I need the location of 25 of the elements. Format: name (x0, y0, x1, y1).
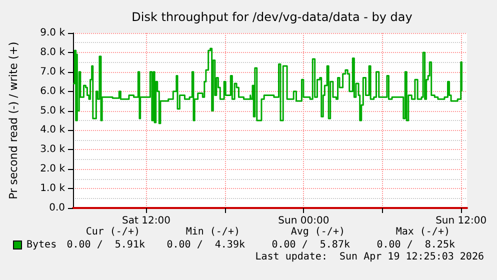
y-axis-title: Pr second read (-) / write (+) (7, 42, 20, 200)
x-tick-label: Sun 00:00 (278, 216, 330, 226)
x-tick-label: Sat 12:00 (122, 216, 170, 226)
y-tick-label: 3.0 k (40, 144, 66, 156)
text: Min (-/+) (186, 226, 240, 238)
text: 0.00 / 4.39k (166, 240, 245, 250)
y-tick-label: 7.0 k (40, 66, 66, 78)
y-tick-label: 8.0 k (40, 46, 66, 58)
text: Cur (-/+) (86, 226, 140, 238)
y-tick-label: 1.0 k (40, 183, 66, 194)
legend-label: Bytes (26, 240, 57, 250)
y-tick-label: 6.0 k (40, 86, 66, 97)
y-tick-label: 4.0 k (40, 124, 66, 136)
text: Max (-/+) (396, 226, 450, 238)
text: 0.00 / 5.87k (272, 240, 350, 250)
text: Last update: Sun Apr 19 12:25:03 2026 (255, 252, 484, 262)
y-tick-label: 0.0 (49, 202, 65, 214)
x-tick-label: Sun 12:00 (436, 216, 487, 226)
text: 0.00 / 5.91k (66, 240, 145, 250)
y-tick-label: 9.0 k (40, 28, 66, 38)
y-tick-label: 5.0 k (40, 105, 66, 116)
text: Avg (-/+) (290, 226, 345, 238)
chart-title: Disk throughput for /dev/vg-data/data - by day (132, 10, 412, 24)
text: 0.00 / 8.25k (376, 240, 455, 250)
y-tick-label: 2.0 k (40, 164, 66, 175)
